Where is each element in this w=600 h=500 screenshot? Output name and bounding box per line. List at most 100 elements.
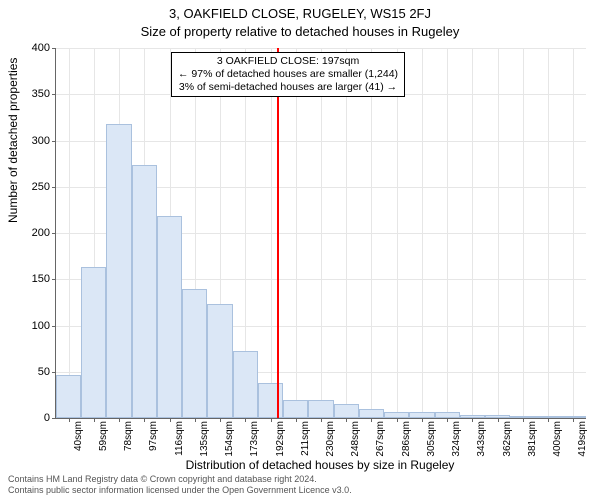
xtick-label: 154sqm [224,421,235,457]
ytick-label: 0 [10,412,50,424]
xtick-label: 211sqm [300,421,311,456]
xtick-label: 59sqm [98,421,109,451]
xtick-mark [271,418,272,422]
gridline-v [296,48,297,418]
xtick-label: 324sqm [451,421,462,457]
xtick-mark [422,418,423,422]
histogram-bar [460,415,485,418]
xtick-mark [245,418,246,422]
ytick-mark [52,372,56,373]
ytick-label: 400 [10,42,50,54]
xtick-mark [94,418,95,422]
histogram-bar [157,216,182,418]
chart-container: 3, OAKFIELD CLOSE, RUGELEY, WS15 2FJ Siz… [0,0,600,500]
xtick-label: 286sqm [401,421,412,457]
xtick-mark [170,418,171,422]
ytick-label: 100 [10,320,50,332]
histogram-bar [561,416,586,418]
xtick-mark [220,418,221,422]
annotation-line-2: ← 97% of detached houses are smaller (1,… [178,68,398,81]
xtick-label: 343sqm [476,421,487,457]
xtick-mark [321,418,322,422]
histogram-bar [308,400,333,418]
xtick-label: 381sqm [527,421,538,457]
xtick-mark [397,418,398,422]
xtick-mark [573,418,574,422]
xtick-label: 362sqm [502,421,513,457]
histogram-bar [536,416,561,418]
histogram-bar [132,165,157,418]
xtick-mark [69,418,70,422]
histogram-bar [106,124,131,418]
ytick-mark [52,326,56,327]
chart-subtitle: Size of property relative to detached ho… [0,24,600,39]
xtick-label: 192sqm [275,421,286,457]
xtick-label: 419sqm [577,421,588,457]
histogram-bar [510,416,535,418]
footer-line-1: Contains HM Land Registry data © Crown c… [8,474,352,485]
footer-line-2: Contains public sector information licen… [8,485,352,496]
xtick-mark [447,418,448,422]
histogram-bar [435,412,460,418]
histogram-bar [283,400,308,418]
gridline-v [447,48,448,418]
xtick-mark [523,418,524,422]
xtick-mark [498,418,499,422]
xtick-mark [144,418,145,422]
ytick-mark [52,48,56,49]
annotation-line-1: 3 OAKFIELD CLOSE: 197sqm [178,55,398,68]
histogram-bar [81,267,106,418]
ytick-mark [52,94,56,95]
xtick-label: 173sqm [249,421,260,457]
histogram-bar [485,415,510,418]
ytick-label: 300 [10,135,50,147]
xtick-mark [548,418,549,422]
gridline-v [371,48,372,418]
xtick-label: 116sqm [174,421,185,456]
histogram-bar [56,375,81,418]
ytick-label: 350 [10,88,50,100]
gridline-v [346,48,347,418]
histogram-bar [182,289,207,419]
gridline-v [397,48,398,418]
gridline-v [69,48,70,418]
histogram-bar [409,412,434,418]
xtick-label: 400sqm [552,421,563,457]
plot-area: 40sqm59sqm78sqm97sqm116sqm135sqm154sqm17… [55,48,586,419]
ytick-mark [52,233,56,234]
xtick-label: 248sqm [350,421,361,457]
xtick-mark [296,418,297,422]
histogram-bar [384,412,409,418]
xtick-mark [371,418,372,422]
gridline-v [271,48,272,418]
gridline-v [498,48,499,418]
gridline-v [548,48,549,418]
subject-marker-line [277,48,279,418]
annotation-line-3: 3% of semi-detached houses are larger (4… [178,81,398,94]
ytick-label: 150 [10,273,50,285]
xtick-mark [472,418,473,422]
footer-attribution: Contains HM Land Registry data © Crown c… [8,474,352,496]
histogram-bar [207,304,232,418]
xtick-mark [346,418,347,422]
ytick-label: 250 [10,181,50,193]
histogram-bar [233,351,258,418]
xtick-label: 78sqm [123,421,134,451]
xtick-mark [119,418,120,422]
gridline-v [321,48,322,418]
gridline-v [573,48,574,418]
histogram-bar [359,409,384,418]
chart-title: 3, OAKFIELD CLOSE, RUGELEY, WS15 2FJ [0,6,600,21]
x-axis-label: Distribution of detached houses by size … [55,458,585,472]
xtick-label: 305sqm [426,421,437,457]
ytick-mark [52,418,56,419]
xtick-label: 97sqm [148,421,159,451]
xtick-mark [195,418,196,422]
histogram-bar [258,383,283,418]
ytick-mark [52,187,56,188]
xtick-label: 135sqm [199,421,210,457]
gridline-v [472,48,473,418]
ytick-label: 200 [10,227,50,239]
xtick-label: 267sqm [375,421,386,457]
xtick-label: 40sqm [73,421,84,451]
